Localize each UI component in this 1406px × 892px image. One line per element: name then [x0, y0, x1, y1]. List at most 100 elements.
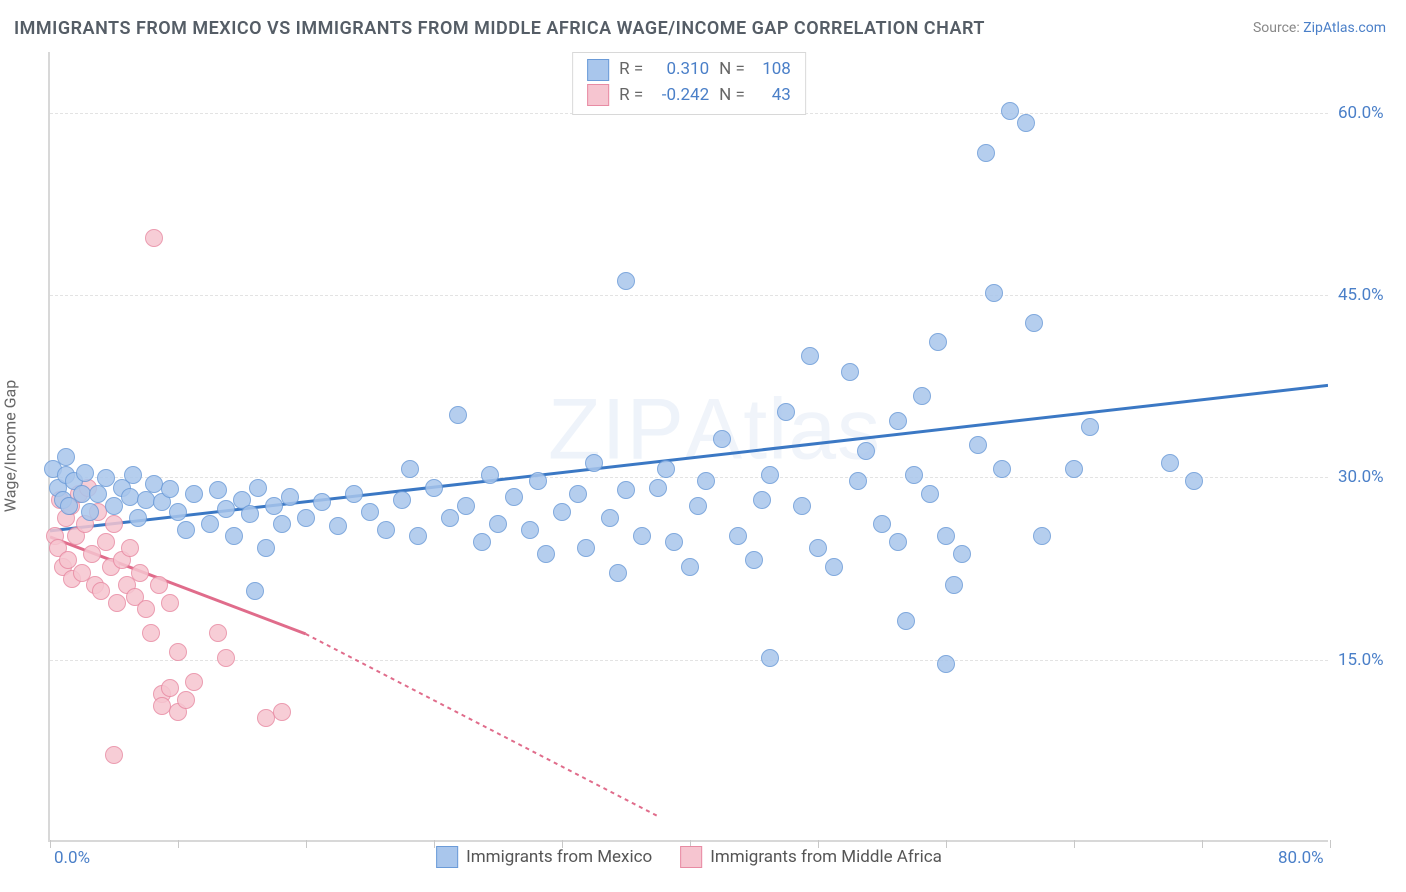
- r-label: R =: [619, 83, 643, 109]
- data-point-mexico: [361, 503, 379, 521]
- swatch-mexico: [436, 846, 458, 868]
- data-point-mexico: [969, 436, 987, 454]
- data-point-middle_africa: [105, 746, 123, 764]
- data-point-mexico: [601, 509, 619, 527]
- data-point-mexico: [257, 539, 275, 557]
- data-point-middle_africa: [217, 649, 235, 667]
- data-point-mexico: [1025, 314, 1043, 332]
- data-point-mexico: [449, 406, 467, 424]
- data-point-mexico: [521, 521, 539, 539]
- data-point-mexico: [953, 545, 971, 563]
- data-point-middle_africa: [105, 515, 123, 533]
- data-point-middle_africa: [177, 691, 195, 709]
- data-point-mexico: [841, 363, 859, 381]
- data-point-mexico: [929, 333, 947, 351]
- swatch-africa: [680, 846, 702, 868]
- data-point-mexico: [161, 480, 179, 498]
- swatch-africa: [587, 84, 609, 106]
- legend-item-mexico: Immigrants from Mexico: [436, 846, 652, 868]
- data-point-mexico: [585, 454, 603, 472]
- source-link[interactable]: ZipAtlas.com: [1303, 20, 1386, 36]
- data-point-mexico: [665, 533, 683, 551]
- data-point-mexico: [977, 144, 995, 162]
- data-point-mexico: [553, 503, 571, 521]
- data-point-mexico: [609, 564, 627, 582]
- data-point-mexico: [457, 497, 475, 515]
- data-point-mexico: [209, 481, 227, 499]
- data-point-mexico: [241, 505, 259, 523]
- data-point-mexico: [505, 488, 523, 506]
- data-point-middle_africa: [108, 594, 126, 612]
- x-tick: [434, 840, 435, 848]
- data-point-mexico: [297, 509, 315, 527]
- data-point-mexico: [937, 655, 955, 673]
- legend-label-mexico: Immigrants from Mexico: [466, 847, 652, 867]
- data-point-mexico: [761, 466, 779, 484]
- data-point-mexico: [129, 509, 147, 527]
- data-point-mexico: [713, 430, 731, 448]
- data-point-mexico: [753, 491, 771, 509]
- data-point-middle_africa: [169, 643, 187, 661]
- x-tick: [1202, 840, 1203, 848]
- data-point-mexico: [313, 493, 331, 511]
- stats-legend-box: R = 0.310 N = 108 R = -0.242 N = 43: [572, 52, 806, 115]
- data-point-middle_africa: [131, 564, 149, 582]
- data-point-mexico: [801, 347, 819, 365]
- data-point-mexico: [124, 466, 142, 484]
- data-point-mexico: [825, 558, 843, 576]
- data-point-mexico: [1161, 454, 1179, 472]
- data-point-middle_africa: [137, 600, 155, 618]
- data-point-mexico: [809, 539, 827, 557]
- data-point-mexico: [1017, 114, 1035, 132]
- data-point-mexico: [345, 485, 363, 503]
- source-prefix: Source:: [1253, 20, 1303, 36]
- data-point-mexico: [246, 582, 264, 600]
- data-point-mexico: [993, 460, 1011, 478]
- x-tick: [178, 840, 179, 848]
- data-point-mexico: [657, 460, 675, 478]
- y-tick-label: 45.0%: [1338, 285, 1398, 305]
- data-point-mexico: [777, 403, 795, 421]
- data-point-mexico: [409, 527, 427, 545]
- n-label: N =: [719, 57, 745, 83]
- data-point-mexico: [689, 497, 707, 515]
- data-point-middle_africa: [161, 594, 179, 612]
- data-point-mexico: [745, 551, 763, 569]
- data-point-mexico: [393, 491, 411, 509]
- data-point-mexico: [273, 515, 291, 533]
- data-point-mexico: [473, 533, 491, 551]
- data-point-mexico: [985, 284, 1003, 302]
- data-point-mexico: [281, 488, 299, 506]
- data-point-middle_africa: [209, 624, 227, 642]
- data-point-mexico: [569, 485, 587, 503]
- r-label: R =: [619, 57, 643, 83]
- data-point-middle_africa: [273, 703, 291, 721]
- data-point-mexico: [889, 412, 907, 430]
- data-point-mexico: [617, 481, 635, 499]
- gridline: [50, 477, 1328, 478]
- data-point-mexico: [401, 460, 419, 478]
- data-point-middle_africa: [150, 576, 168, 594]
- n-value-mexico: 108: [755, 57, 791, 83]
- data-point-mexico: [921, 485, 939, 503]
- data-point-mexico: [89, 485, 107, 503]
- x-tick-label: 0.0%: [54, 848, 90, 868]
- data-point-mexico: [185, 485, 203, 503]
- y-tick-label: 60.0%: [1338, 103, 1398, 123]
- data-point-middle_africa: [142, 624, 160, 642]
- data-point-middle_africa: [185, 673, 203, 691]
- data-point-mexico: [1081, 418, 1099, 436]
- data-point-mexico: [697, 472, 715, 490]
- data-point-mexico: [76, 464, 94, 482]
- bottom-legend: Immigrants from Mexico Immigrants from M…: [436, 846, 942, 868]
- legend-label-africa: Immigrants from Middle Africa: [710, 847, 942, 867]
- data-point-mexico: [481, 466, 499, 484]
- stats-row-mexico: R = 0.310 N = 108: [587, 57, 791, 83]
- data-point-middle_africa: [97, 533, 115, 551]
- data-point-mexico: [1185, 472, 1203, 490]
- data-point-mexico: [633, 527, 651, 545]
- stats-row-africa: R = -0.242 N = 43: [587, 83, 791, 109]
- data-point-mexico: [537, 545, 555, 563]
- data-point-mexico: [729, 527, 747, 545]
- data-point-mexico: [681, 558, 699, 576]
